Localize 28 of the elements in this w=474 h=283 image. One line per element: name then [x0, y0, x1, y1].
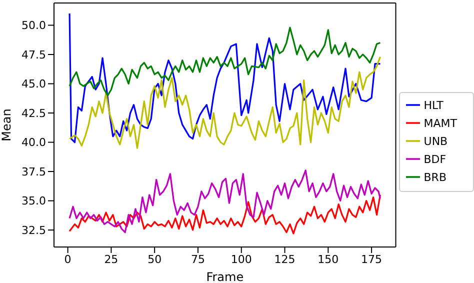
x-tick-label: 125: [274, 252, 296, 266]
x-tick-label: 150: [318, 252, 339, 266]
line-series: [68, 56, 382, 149]
x-tick-label: 0: [64, 252, 72, 266]
y-tick-label: 42.5: [22, 106, 46, 120]
y-tick-label: 32.5: [22, 224, 46, 237]
y-tick-label: 37.5: [22, 165, 46, 178]
y-axis-title: Mean: [0, 108, 14, 142]
y-tick-label: 35.0: [22, 194, 46, 208]
line-series: [68, 194, 382, 234]
x-axis-title: Frame: [206, 270, 244, 283]
y-tick-label: 40.0: [22, 136, 46, 150]
line-series: [68, 170, 382, 234]
y-tick-label: 45.0: [22, 78, 46, 91]
y-tick-label: 47.5: [22, 48, 46, 62]
line-series: [68, 12, 382, 144]
line-series: [68, 26, 382, 96]
x-tick-label: 75: [190, 252, 205, 266]
x-tick-label: 50: [148, 252, 162, 266]
x-tick-label: 175: [361, 252, 382, 266]
legend-label: BDF: [424, 152, 446, 166]
legend-label: MAMT: [424, 116, 457, 130]
x-tick-label: 100: [230, 252, 252, 266]
legend-label: UNB: [424, 134, 448, 148]
legend-label: HLT: [424, 98, 444, 112]
legend-label: BRB: [424, 170, 447, 184]
x-tick-label: 25: [104, 252, 118, 266]
y-tick-label: 50.0: [22, 19, 46, 32]
